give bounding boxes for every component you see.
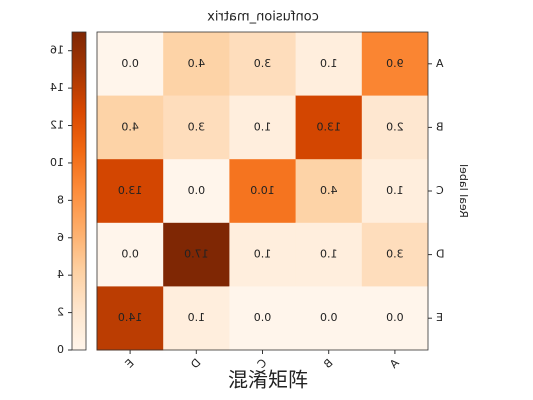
- cell-label: 4.0: [121, 120, 139, 133]
- cell: [361, 95, 428, 160]
- cell: [228, 32, 296, 97]
- cell: [162, 286, 230, 351]
- cell-label: 4.0: [188, 57, 206, 70]
- cell-label: 1.0: [386, 184, 404, 197]
- cell: [295, 286, 362, 351]
- cell-label: 3.0: [386, 248, 404, 261]
- cell: [228, 95, 296, 160]
- x-tick-label: B: [321, 356, 336, 371]
- cell-label: 0.0: [320, 311, 338, 324]
- cell: [295, 159, 362, 224]
- y-tick-label: B: [436, 120, 444, 133]
- cell-label: 0.0: [386, 311, 404, 324]
- cell: [295, 95, 362, 160]
- caption: 混淆矩阵: [228, 368, 308, 392]
- cell-label: 0.0: [254, 311, 272, 324]
- cell: [361, 32, 428, 97]
- cell-label: 4.0: [320, 184, 338, 197]
- y-tick-label: E: [436, 311, 443, 324]
- colorbar-tick-label: 16: [50, 44, 64, 57]
- y-tick-label: D: [436, 248, 444, 261]
- cell: [96, 222, 164, 287]
- colorbar-tick-label: 10: [50, 156, 64, 169]
- cell-label: 14.0: [118, 311, 143, 324]
- cell: [96, 95, 164, 160]
- cell-label: 1.0: [320, 57, 338, 70]
- colorbar-tick-label: 4: [57, 268, 64, 281]
- cell-label: 13.0: [118, 184, 143, 197]
- cell-label: 2.0: [386, 120, 404, 133]
- cell: [361, 222, 428, 287]
- cell: [96, 159, 164, 224]
- x-tick-label: E: [123, 357, 137, 371]
- chart-title: confusion_matrix: [207, 10, 319, 25]
- cell-label: 3.0: [188, 120, 206, 133]
- cell: [96, 286, 164, 351]
- y-tick-label: A: [436, 57, 444, 70]
- x-tick-label: D: [188, 356, 203, 371]
- cell-label: 17.0: [184, 248, 209, 261]
- cell: [228, 159, 296, 224]
- cell: [162, 32, 230, 97]
- cell-label: 1.0: [188, 311, 206, 324]
- cell-label: 13.0: [316, 120, 341, 133]
- cell-label: 9.0: [386, 57, 404, 70]
- colorbar-tick-label: 0: [57, 343, 64, 356]
- cell-label: 1.0: [254, 120, 272, 133]
- cell: [295, 222, 362, 287]
- cell-label: 0.0: [121, 248, 139, 261]
- cell-label: 1.0: [254, 248, 272, 261]
- cell-label: 1.0: [320, 248, 338, 261]
- mirrored-chart: confusion_matrix Real label 9.0 1.0 3.0 4.0…: [50, 10, 470, 372]
- colorbar-tick-label: 14: [50, 81, 64, 94]
- cell: [162, 95, 230, 160]
- colorbar: [71, 31, 87, 351]
- cell-label: 0.0: [121, 57, 139, 70]
- cell: [162, 159, 230, 224]
- y-axis-label: Real label: [457, 164, 470, 218]
- colorbar-tick-label: 12: [50, 119, 64, 132]
- cell-label: 3.0: [254, 57, 272, 70]
- cell: [162, 222, 230, 287]
- cell: [295, 32, 362, 97]
- cell-label: 0.0: [188, 184, 206, 197]
- x-tick-label: A: [387, 356, 402, 371]
- cell: [361, 159, 428, 224]
- cell: [361, 286, 428, 351]
- cell: [96, 32, 164, 97]
- cell: [228, 222, 296, 287]
- colorbar-tick-label: 8: [57, 193, 64, 206]
- cell-label: 10.0: [250, 184, 275, 197]
- y-tick-label: C: [436, 184, 444, 197]
- colorbar-tick-label: 2: [57, 306, 64, 319]
- colorbar-tick-label: 6: [57, 231, 64, 244]
- cell: [228, 286, 296, 351]
